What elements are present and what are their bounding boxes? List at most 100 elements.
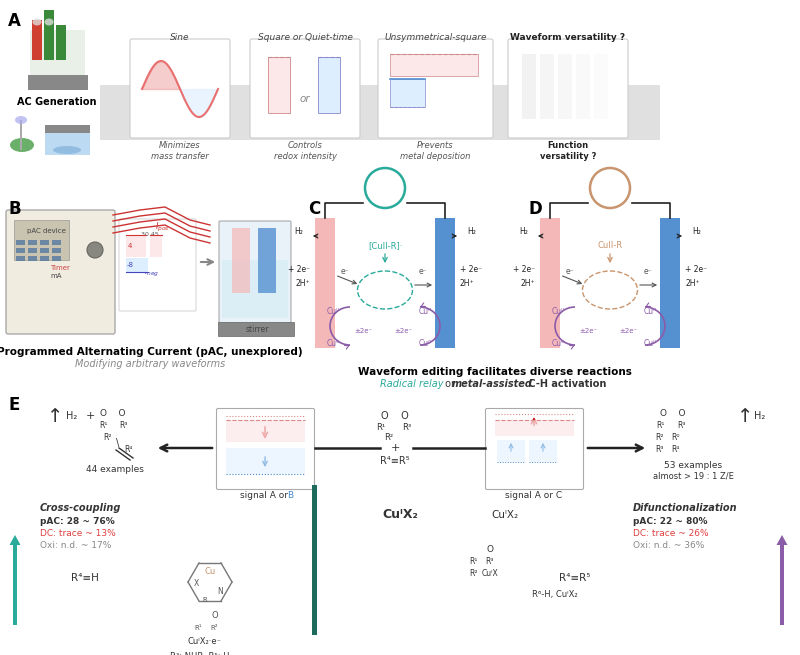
- Text: H₂: H₂: [754, 411, 766, 421]
- Bar: [390, 54, 478, 76]
- Bar: [56, 25, 66, 60]
- Text: R³: R³: [486, 557, 494, 567]
- Text: signal A or C: signal A or C: [506, 491, 562, 500]
- Text: Cuᴵᴵ: Cuᴵᴵ: [326, 307, 339, 316]
- Bar: [312, 485, 317, 635]
- Bar: [232, 228, 250, 293]
- Bar: [52, 248, 61, 253]
- Bar: [390, 79, 425, 107]
- Text: CuII-R: CuII-R: [598, 242, 622, 250]
- Ellipse shape: [15, 116, 27, 124]
- Text: Cuᴵᴵ: Cuᴵᴵ: [643, 307, 657, 316]
- Text: Cu⁰: Cu⁰: [551, 339, 565, 348]
- Bar: [126, 235, 146, 257]
- Text: Minimizes
mass transfer: Minimizes mass transfer: [151, 141, 209, 160]
- Text: H₂: H₂: [294, 227, 303, 236]
- Text: R⁴: R⁴: [671, 445, 679, 455]
- Bar: [40, 240, 49, 245]
- Text: 30 45: 30 45: [141, 231, 159, 236]
- FancyBboxPatch shape: [119, 219, 196, 311]
- Text: O    O: O O: [100, 409, 126, 417]
- Bar: [315, 218, 335, 348]
- Text: H₂: H₂: [519, 227, 528, 236]
- Text: stirrer: stirrer: [246, 324, 269, 333]
- Text: A: A: [8, 12, 21, 30]
- Text: R¹: R¹: [376, 424, 386, 432]
- Text: 4: 4: [128, 243, 132, 249]
- Text: H₂: H₂: [66, 411, 78, 421]
- Text: 2H⁺: 2H⁺: [685, 278, 700, 288]
- Bar: [45, 125, 90, 133]
- Bar: [576, 54, 590, 119]
- Text: e⁻: e⁻: [644, 267, 652, 276]
- Text: [CuII-R]·: [CuII-R]·: [368, 242, 402, 250]
- Text: Waveform editing facilitates diverse reactions: Waveform editing facilitates diverse rea…: [358, 367, 632, 377]
- Text: R⁴≡R⁵: R⁴≡R⁵: [380, 456, 410, 466]
- Text: Cross-coupling: Cross-coupling: [40, 503, 122, 513]
- Text: pAC: 22 ~ 80%: pAC: 22 ~ 80%: [633, 517, 707, 527]
- Text: ±2e⁻: ±2e⁻: [579, 328, 597, 334]
- Text: Sine: Sine: [170, 33, 190, 41]
- Text: O: O: [486, 546, 494, 555]
- Text: E: E: [8, 396, 19, 414]
- Bar: [497, 440, 525, 462]
- Text: Function
versatility ?: Function versatility ?: [540, 141, 596, 160]
- Text: pAC: 28 ~ 76%: pAC: 28 ~ 76%: [40, 517, 114, 527]
- Bar: [558, 54, 572, 119]
- Text: DC: trace ~ 26%: DC: trace ~ 26%: [633, 529, 709, 538]
- Bar: [52, 256, 61, 261]
- Ellipse shape: [33, 18, 42, 26]
- Text: 53 examples: 53 examples: [664, 462, 722, 470]
- Bar: [28, 240, 37, 245]
- Text: N: N: [217, 588, 223, 597]
- Text: R³: R³: [402, 424, 412, 432]
- Text: pAC: pAC: [375, 183, 395, 193]
- Text: +: +: [86, 411, 94, 421]
- Text: e⁻: e⁻: [418, 267, 427, 276]
- Text: X: X: [194, 580, 198, 588]
- Text: Modifying arbitrary waveforms: Modifying arbitrary waveforms: [75, 359, 225, 369]
- Ellipse shape: [45, 18, 54, 26]
- Text: R³: R³: [656, 445, 664, 455]
- Bar: [45, 125, 90, 155]
- Text: CuᴵX₂: CuᴵX₂: [491, 510, 518, 520]
- Text: R²: R²: [385, 434, 394, 443]
- FancyBboxPatch shape: [130, 39, 230, 138]
- Text: ↑: ↑: [737, 407, 753, 426]
- Text: R³: R³: [678, 422, 686, 430]
- Text: + 2e⁻: + 2e⁻: [288, 265, 310, 274]
- Text: -8: -8: [126, 262, 134, 268]
- Text: ↑: ↑: [47, 407, 63, 426]
- Bar: [44, 10, 54, 60]
- Text: $I_{pos}$: $I_{pos}$: [154, 221, 170, 234]
- FancyBboxPatch shape: [250, 39, 360, 138]
- Bar: [28, 75, 88, 90]
- Text: e⁻: e⁻: [341, 267, 350, 276]
- Text: pAC device: pAC device: [27, 228, 66, 234]
- Bar: [40, 248, 49, 253]
- Bar: [222, 260, 288, 318]
- Text: 44 examples: 44 examples: [86, 466, 144, 474]
- Text: Cu⁰: Cu⁰: [418, 339, 432, 348]
- Text: + 2e⁻: + 2e⁻: [685, 265, 707, 274]
- Text: +: +: [390, 443, 400, 453]
- Bar: [594, 54, 608, 119]
- Ellipse shape: [582, 271, 638, 309]
- Text: Programmed Alternating Current (pAC, unexplored): Programmed Alternating Current (pAC, une…: [0, 347, 303, 357]
- Text: signal A or: signal A or: [239, 491, 290, 500]
- Bar: [100, 85, 660, 140]
- Text: R¹: R¹: [469, 557, 477, 567]
- Text: or: or: [442, 379, 458, 389]
- FancyArrow shape: [10, 535, 21, 625]
- Bar: [150, 235, 162, 257]
- Text: R¹: R¹: [194, 625, 202, 631]
- Text: pAC: pAC: [600, 183, 620, 193]
- Text: $I_{neg}$: $I_{neg}$: [144, 265, 160, 278]
- Text: e⁻: e⁻: [566, 267, 574, 276]
- FancyBboxPatch shape: [378, 39, 493, 138]
- Bar: [226, 448, 305, 474]
- Text: R: R: [202, 597, 207, 603]
- Bar: [540, 218, 560, 348]
- Text: Timer: Timer: [50, 265, 70, 271]
- Text: R⁴: R⁴: [124, 445, 132, 455]
